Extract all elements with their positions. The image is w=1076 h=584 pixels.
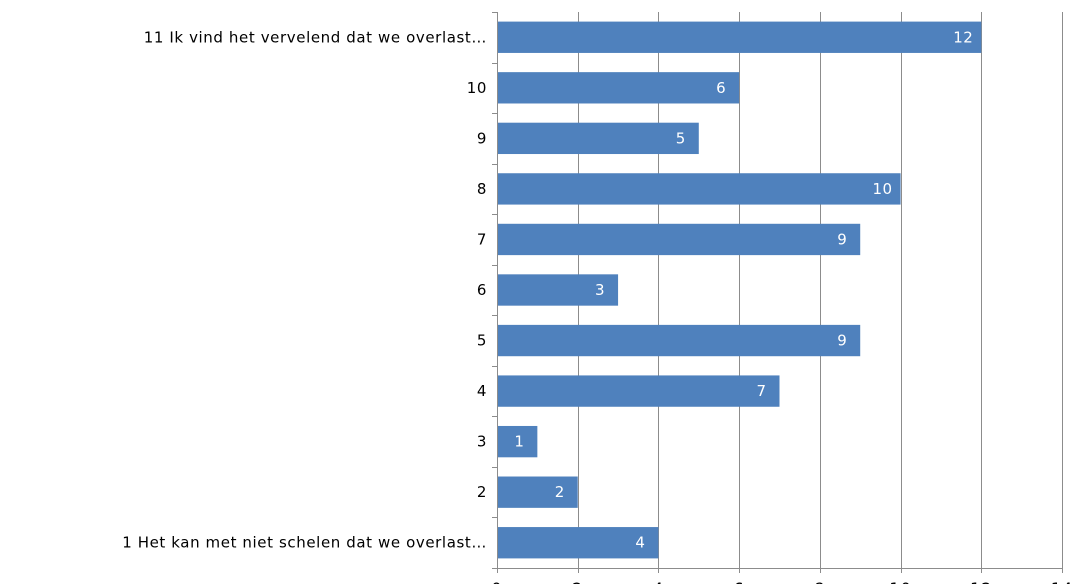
bar — [498, 21, 982, 53]
bar-value-label: 2 — [555, 483, 565, 501]
x-tick-label: 2 — [572, 579, 583, 584]
x-tick-label: 0 — [491, 579, 502, 584]
x-tick-label: 6 — [734, 579, 745, 584]
x-tick-label: 12 — [970, 579, 992, 584]
bar — [498, 375, 780, 407]
bar-value-label: 5 — [676, 129, 686, 147]
bar — [498, 527, 659, 559]
x-tick-label: 8 — [814, 579, 825, 584]
category-label: 9 — [477, 129, 487, 147]
bar — [498, 425, 538, 458]
bar — [498, 173, 901, 205]
bar — [498, 324, 861, 357]
bar — [498, 476, 578, 508]
bar-value-label: 3 — [595, 281, 605, 299]
bar-value-label: 1 — [514, 433, 524, 451]
bar-value-label: 9 — [837, 332, 847, 350]
bar — [498, 223, 861, 256]
category-label: 5 — [477, 332, 487, 350]
bar-value-label: 12 — [953, 28, 973, 46]
category-label: 11 Ik vind het vervelend dat we overlast… — [144, 28, 487, 46]
category-label: 6 — [477, 281, 487, 299]
x-tick-label: 14 — [1051, 579, 1073, 584]
bar — [498, 122, 699, 155]
bar-value-label: 7 — [756, 382, 766, 400]
category-label: 8 — [477, 180, 487, 198]
category-label: 2 — [477, 483, 487, 501]
category-label: 10 — [467, 79, 487, 97]
labels: 0246810121441 Het kan met niet schelen d… — [122, 28, 1073, 584]
category-label: 7 — [477, 230, 487, 248]
bar-value-label: 6 — [716, 79, 726, 97]
axes — [492, 12, 1063, 573]
bar — [498, 72, 740, 104]
category-label: 1 Het kan met niet schelen dat we overla… — [122, 534, 487, 552]
bar-value-label: 10 — [873, 180, 893, 198]
bars — [498, 21, 982, 559]
bar-value-label: 9 — [837, 230, 847, 248]
bar — [498, 274, 619, 306]
category-label: 3 — [477, 433, 487, 451]
gridlines — [578, 12, 1063, 568]
category-label: 4 — [477, 382, 487, 400]
bar-value-label: 4 — [635, 534, 645, 552]
x-tick-label: 4 — [653, 579, 664, 584]
x-tick-label: 10 — [889, 579, 911, 584]
